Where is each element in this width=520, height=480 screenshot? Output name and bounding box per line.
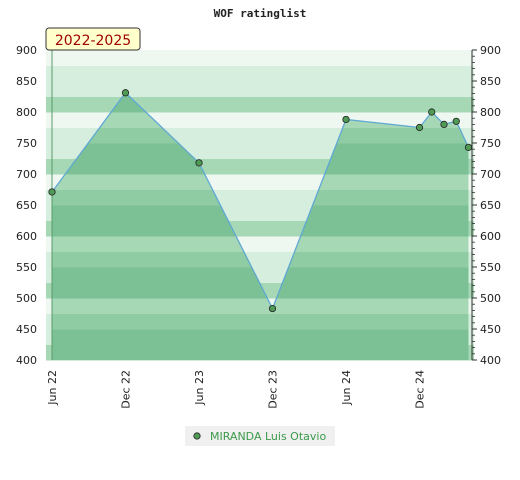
data-point — [48, 188, 56, 196]
data-point — [342, 115, 350, 124]
data-point — [195, 159, 203, 167]
legend: MIRANDA Luis Otavio — [185, 426, 335, 446]
data-point — [268, 304, 277, 313]
y-tick-label-right: 650 — [480, 199, 501, 212]
axes: 400 400 450 450 500 500 550 550 600 600 650 650 700 7… — [16, 44, 501, 409]
y-tick-label-left: 600 — [16, 230, 37, 243]
fill-band — [52, 329, 469, 345]
fill-band — [52, 344, 469, 360]
background-band — [46, 81, 474, 97]
y-tick-label-left: 500 — [16, 292, 37, 305]
period-badge-label: 2022-2025 — [55, 33, 131, 49]
y-tick-label-left: 700 — [16, 168, 37, 181]
data-point — [452, 117, 460, 125]
data-point — [464, 143, 473, 151]
background-band — [46, 65, 474, 82]
y-tick-label-left: 450 — [16, 323, 37, 336]
chart-title: WOF ratinglist — [214, 7, 307, 20]
y-tick-label-right: 600 — [480, 230, 501, 243]
x-tick-label: Jun 22 — [46, 370, 59, 406]
y-tick-label-right: 400 — [480, 354, 501, 367]
data-point — [440, 120, 448, 129]
x-tick-label: Jun 23 — [193, 370, 206, 406]
data-point — [415, 123, 424, 132]
series-layer — [48, 89, 473, 313]
y-tick-label-right: 850 — [480, 75, 501, 88]
y-tick-label-left: 800 — [16, 106, 37, 119]
x-tick-label: Dec 23 — [267, 370, 280, 409]
y-tick-label-left: 750 — [16, 137, 37, 150]
y-tick-label-left: 900 — [16, 44, 37, 57]
background-band — [46, 96, 474, 113]
period-badge-box — [45, 27, 141, 51]
y-tick-label-right: 700 — [480, 168, 501, 181]
fill-band — [52, 298, 469, 314]
x-tick-label: Dec 22 — [120, 370, 133, 409]
y-tick-label-right: 500 — [480, 292, 501, 305]
fill-band — [52, 313, 469, 330]
x-tick-label: Jun 24 — [340, 370, 353, 406]
series-line — [51, 91, 470, 311]
legend-box — [185, 426, 335, 446]
y-tick-label-right: 800 — [480, 106, 501, 119]
data-point — [428, 108, 436, 116]
y-tick-label-left: 400 — [16, 354, 37, 367]
x-tick-label: Dec 24 — [414, 370, 427, 409]
period-badge: 2022-2025 — [45, 27, 141, 51]
y-tick-label-left: 850 — [16, 75, 37, 88]
y-tick-label-right: 900 — [480, 44, 501, 57]
y-tick-label-left: 550 — [16, 261, 37, 274]
y-tick-label-right: 550 — [480, 261, 501, 274]
y-tick-label-right: 450 — [480, 323, 501, 336]
legend-label: MIRANDA Luis Otavio — [210, 430, 326, 443]
y-tick-label-right: 750 — [480, 137, 501, 150]
fill-band — [52, 282, 469, 299]
legend-marker — [193, 432, 201, 440]
y-tick-label-left: 650 — [16, 199, 37, 212]
data-point — [121, 89, 130, 97]
background-band — [46, 50, 474, 66]
